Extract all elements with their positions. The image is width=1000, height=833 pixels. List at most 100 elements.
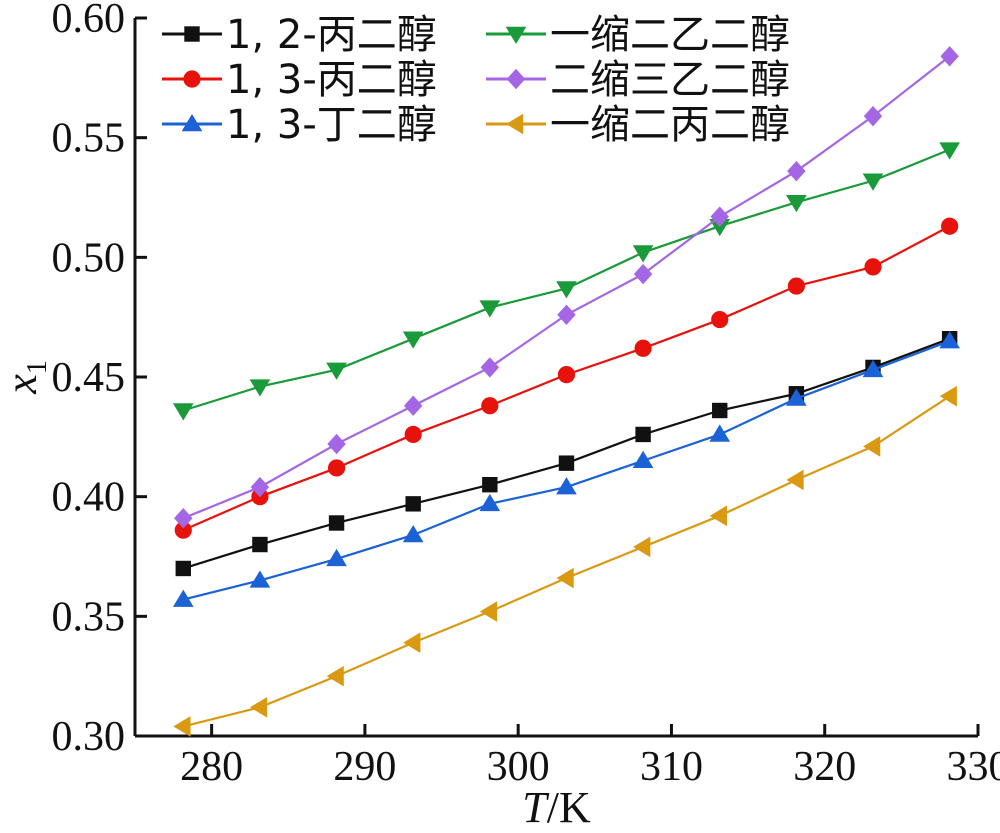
data-point [479, 601, 498, 622]
data-point [326, 548, 347, 567]
data-point [786, 388, 807, 406]
data-point [172, 589, 194, 607]
legend-swatch-marker [506, 113, 524, 135]
x-tick-label: 300 [487, 744, 550, 790]
data-point [632, 450, 654, 469]
data-point [940, 46, 959, 67]
data-point [711, 310, 729, 329]
data-point [712, 402, 728, 419]
y-tick-label: 0.35 [52, 594, 126, 640]
data-point [175, 560, 191, 577]
data-point [635, 426, 651, 443]
data-point [862, 173, 884, 191]
legend-label: 一缩二丙二醇 [550, 102, 790, 148]
tick-marks [135, 16, 980, 738]
data-point [939, 331, 960, 349]
data-point [557, 304, 576, 325]
legend-label: 二缩三乙二醇 [550, 57, 790, 103]
data-point [250, 476, 270, 498]
data-point [405, 496, 421, 512]
tick-labels: 280 290 300 310 320 330 0.30 0.35 0.40 0.45 0.50 0.… [52, 0, 1000, 790]
data-point [403, 632, 421, 653]
legend-item: 一缩二乙二醇 [486, 12, 790, 58]
data-point [557, 366, 576, 384]
y-tick-label: 0.40 [52, 475, 126, 521]
legend-label: 1, 3-丁二醇 [226, 102, 437, 148]
legend-item: 二缩三乙二醇 [486, 57, 790, 103]
data-point [173, 716, 191, 737]
series-diamond [174, 46, 959, 529]
data-point [634, 339, 652, 357]
data-series [172, 46, 960, 737]
legend-swatch-marker [183, 70, 201, 88]
data-point [482, 477, 498, 493]
y-axis-title-main: x [0, 374, 46, 395]
data-point [403, 395, 423, 416]
y-tick-label: 0.60 [52, 0, 126, 42]
data-point [863, 105, 883, 127]
data-point [249, 570, 271, 588]
data-point [326, 665, 344, 687]
legend-swatch-marker [181, 114, 203, 132]
legend-item: 1, 2-丙二醇 [162, 12, 437, 58]
data-point [633, 536, 651, 558]
data-point [556, 567, 574, 589]
data-point [709, 424, 731, 442]
data-point [174, 508, 193, 529]
y-tick-label: 0.50 [52, 235, 126, 281]
x-axis-title: T/K [522, 783, 591, 832]
legend-swatch-marker [505, 26, 527, 44]
series-circle [174, 217, 959, 539]
y-tick-label: 0.30 [52, 714, 126, 760]
data-point [404, 425, 422, 444]
data-point [633, 263, 653, 285]
data-point [249, 379, 271, 397]
data-point [328, 515, 345, 531]
y-tick-label: 0.45 [52, 355, 126, 401]
data-point [632, 245, 654, 263]
data-point [939, 385, 957, 407]
data-point [249, 696, 268, 718]
data-point [709, 505, 727, 527]
legend-swatch-marker [184, 26, 200, 42]
data-point [556, 477, 577, 495]
y-tick-label: 0.55 [52, 116, 126, 162]
series-line [183, 395, 951, 728]
data-point [172, 403, 194, 421]
data-point [479, 493, 501, 512]
data-point [863, 436, 881, 457]
data-point [402, 331, 424, 349]
legend-item: 一缩二丙二醇 [486, 102, 790, 148]
x-tick-label: 320 [793, 744, 856, 790]
data-point [786, 469, 804, 491]
data-point [556, 281, 577, 299]
data-point [558, 455, 575, 471]
series-triangle-up [172, 331, 960, 607]
x-tick-label: 290 [333, 744, 396, 790]
data-point [327, 459, 346, 477]
data-point [710, 206, 729, 227]
x-tick-label: 310 [640, 744, 703, 790]
y-axis-title-subscript: 1 [22, 360, 53, 374]
data-point [864, 258, 882, 276]
data-point [862, 359, 884, 378]
data-point [402, 524, 424, 543]
legend-item: 1, 3-丁二醇 [162, 102, 437, 148]
x-axis-title-unit: /K [547, 783, 591, 832]
data-point [941, 217, 959, 235]
data-point [939, 142, 960, 160]
y-axis-title: x1 [0, 360, 53, 395]
data-point [480, 357, 500, 378]
x-tick-label: 280 [180, 744, 243, 790]
legend-item: 1, 3-丙二醇 [162, 57, 437, 103]
data-point [787, 277, 805, 295]
data-point [252, 536, 268, 553]
data-point [479, 300, 501, 318]
legend-swatch-marker [506, 68, 526, 90]
legend-label: 1, 3-丙二醇 [226, 57, 437, 103]
data-point [481, 397, 499, 415]
data-point [786, 195, 807, 213]
data-point [787, 160, 806, 182]
legend-label: 1, 2-丙二醇 [226, 12, 437, 58]
